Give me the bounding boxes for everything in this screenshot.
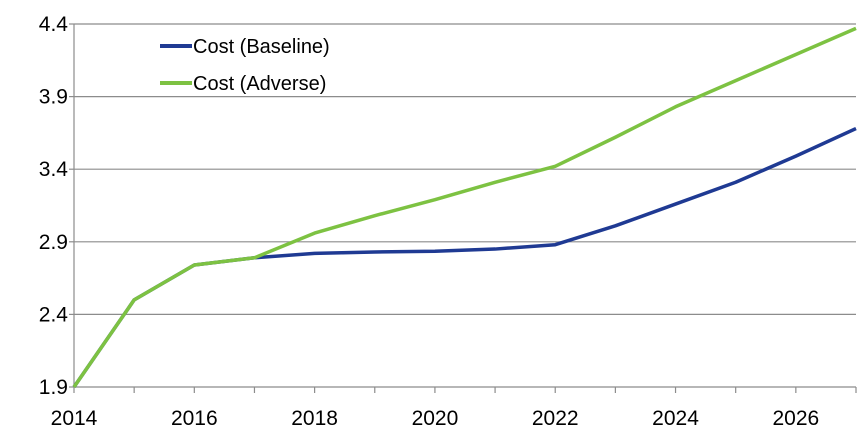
x-axis-tick-labels: 2014 2016 2018 2020 2022 2024 2026: [51, 407, 820, 430]
legend-label: Cost (Baseline): [193, 36, 330, 58]
legend-label: Cost (Adverse): [193, 73, 326, 95]
x-tick-label: 2020: [412, 407, 459, 430]
y-tick-label: 4.4: [39, 13, 69, 36]
y-tick-label: 3.9: [39, 86, 68, 109]
series-line-cost-baseline: [72, 126, 857, 388]
gridlines: [74, 23, 856, 315]
x-tick-label: 2024: [652, 407, 699, 430]
y-axis-tick-labels: 1.9 2.4 2.9 3.4 3.9 4.4: [39, 13, 69, 399]
y-tick-label: 2.4: [39, 303, 69, 326]
x-tick-label: 2026: [772, 407, 819, 430]
series-line-cost-adverse: [72, 26, 857, 388]
x-tick-label: 2014: [51, 407, 98, 430]
axes: [69, 23, 857, 393]
x-tick-label: 2022: [532, 407, 579, 430]
x-tick-label: 2016: [171, 407, 218, 430]
legend: Cost (Baseline) Cost (Adverse): [160, 36, 330, 95]
x-tick-label: 2018: [291, 407, 338, 430]
y-tick-label: 3.4: [39, 158, 69, 181]
series-lines: [72, 26, 857, 388]
y-tick-label: 2.9: [39, 231, 68, 254]
y-tick-label: 1.9: [39, 376, 68, 399]
